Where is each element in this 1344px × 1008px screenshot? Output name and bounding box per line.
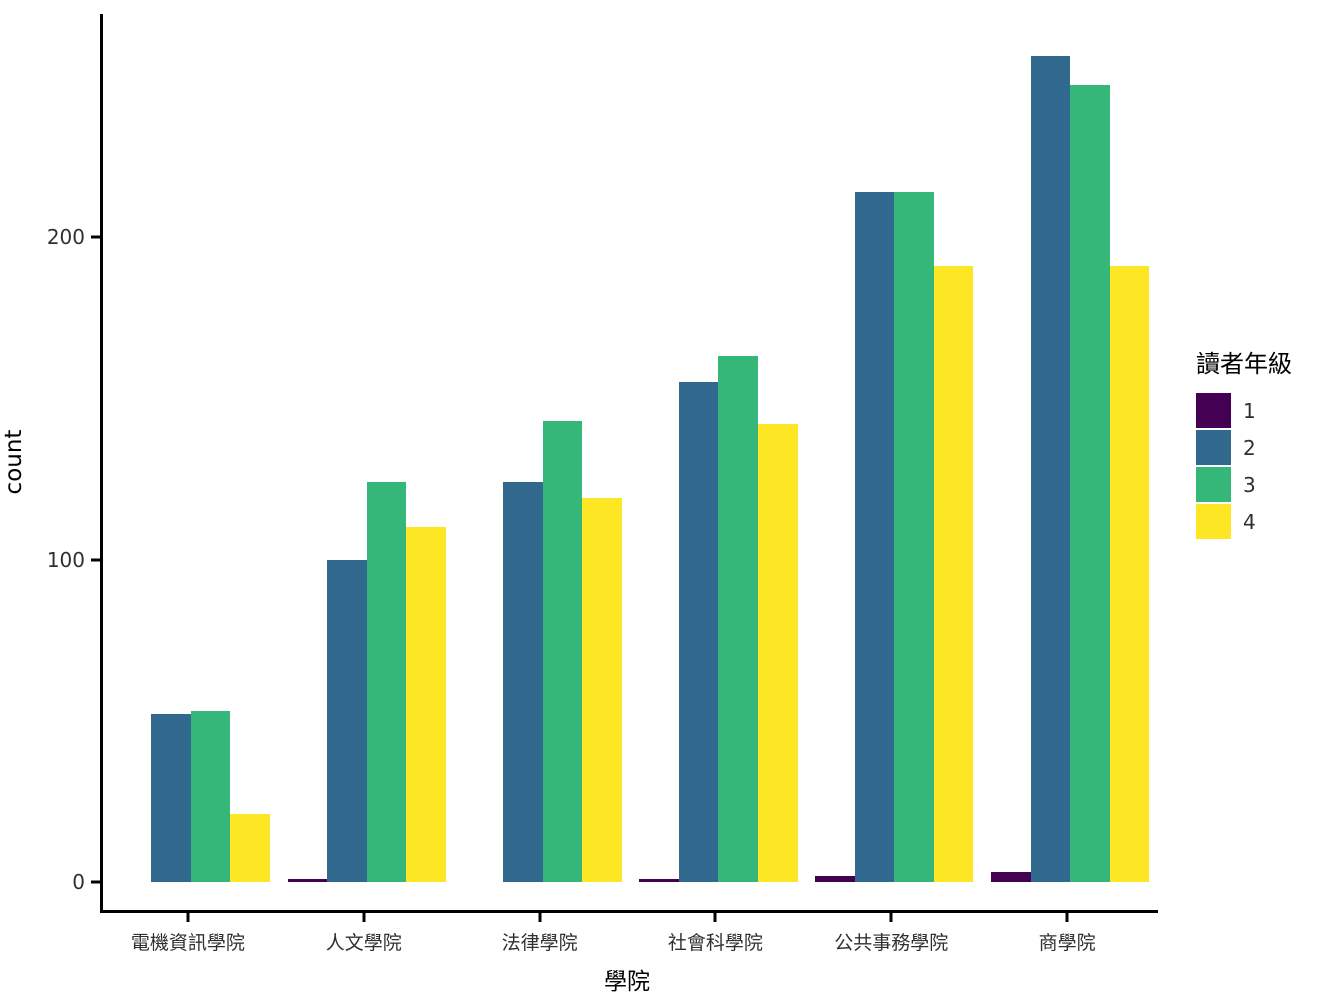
legend-entry-label: 1 [1243, 398, 1256, 423]
bar-grade-4 [1109, 266, 1150, 882]
legend-entry-4: 4 [1196, 504, 1292, 539]
x-tick-label: 電機資訊學院 [130, 932, 245, 954]
legend-key-swatch [1196, 393, 1231, 428]
legend-entry-2: 2 [1196, 430, 1292, 465]
legend-entry-label: 3 [1243, 472, 1256, 497]
x-tick-label: 社會科學院 [667, 932, 763, 954]
bar-grade-3 [366, 482, 407, 882]
bar-grade-4 [406, 527, 446, 882]
x-axis-title: 學院 [604, 969, 650, 995]
bar-grade-2 [678, 382, 719, 882]
legend-entry-1: 1 [1196, 393, 1292, 428]
y-tick-mark [91, 558, 100, 561]
legend-entry-label: 4 [1243, 509, 1256, 534]
bar-grade-2 [151, 714, 191, 882]
legend-entry-label: 2 [1243, 435, 1256, 460]
bar-group-1 [112, 0, 271, 882]
bar-group-5 [815, 0, 974, 882]
bar-grade-2 [1030, 56, 1071, 882]
y-tick-label: 0 [72, 870, 85, 894]
x-tick-mark [186, 913, 190, 922]
y-tick-mark [91, 235, 100, 239]
legend-entries: 1 2 3 4 [1196, 393, 1292, 539]
bar-group-3 [463, 0, 622, 882]
bar-grade-4 [757, 424, 798, 882]
legend: 讀者年級 1 2 3 4 [1196, 344, 1292, 541]
y-tick-mark [91, 880, 100, 884]
x-tick-mark [362, 913, 366, 922]
y-tick-label: 100 [46, 547, 85, 572]
bar-grade-3 [1070, 85, 1110, 882]
bar-grade-1 [815, 875, 855, 882]
x-tick-mark [889, 913, 893, 922]
bar-grade-2 [327, 559, 367, 882]
x-tick-mark [713, 913, 717, 922]
y-axis-title: count [1, 429, 27, 495]
bar-group-4 [639, 0, 798, 882]
bar-grade-2 [503, 482, 543, 882]
legend-entry-3: 3 [1196, 467, 1292, 502]
plot-area [100, 14, 1158, 913]
bar-grade-1 [639, 878, 679, 882]
bar-grade-2 [854, 191, 895, 882]
bar-group-2 [287, 0, 446, 882]
legend-key-swatch [1196, 467, 1231, 502]
x-tick-mark [538, 913, 542, 922]
legend-key-swatch [1196, 430, 1231, 465]
y-tick-label: 200 [46, 225, 85, 249]
x-tick-label: 公共事務學院 [834, 932, 949, 954]
x-tick-label: 人文學院 [325, 932, 402, 954]
bar-grade-3 [894, 191, 934, 882]
legend-title: 讀者年級 [1196, 350, 1292, 378]
bar-grade-4 [933, 266, 974, 882]
bar-grade-4 [582, 498, 622, 882]
x-tick-label: 法律學院 [501, 932, 578, 954]
bar-grade-1 [990, 872, 1031, 882]
legend-key-swatch [1196, 504, 1231, 539]
x-tick-mark [1065, 913, 1069, 922]
bar-grade-3 [542, 420, 583, 882]
bar-grade-3 [718, 356, 758, 882]
bar-grade-4 [230, 814, 271, 882]
bar-grade-1 [287, 878, 328, 882]
x-tick-label: 商學院 [1038, 932, 1096, 954]
bar-group-6 [990, 0, 1150, 882]
bar-grade-3 [190, 711, 231, 882]
